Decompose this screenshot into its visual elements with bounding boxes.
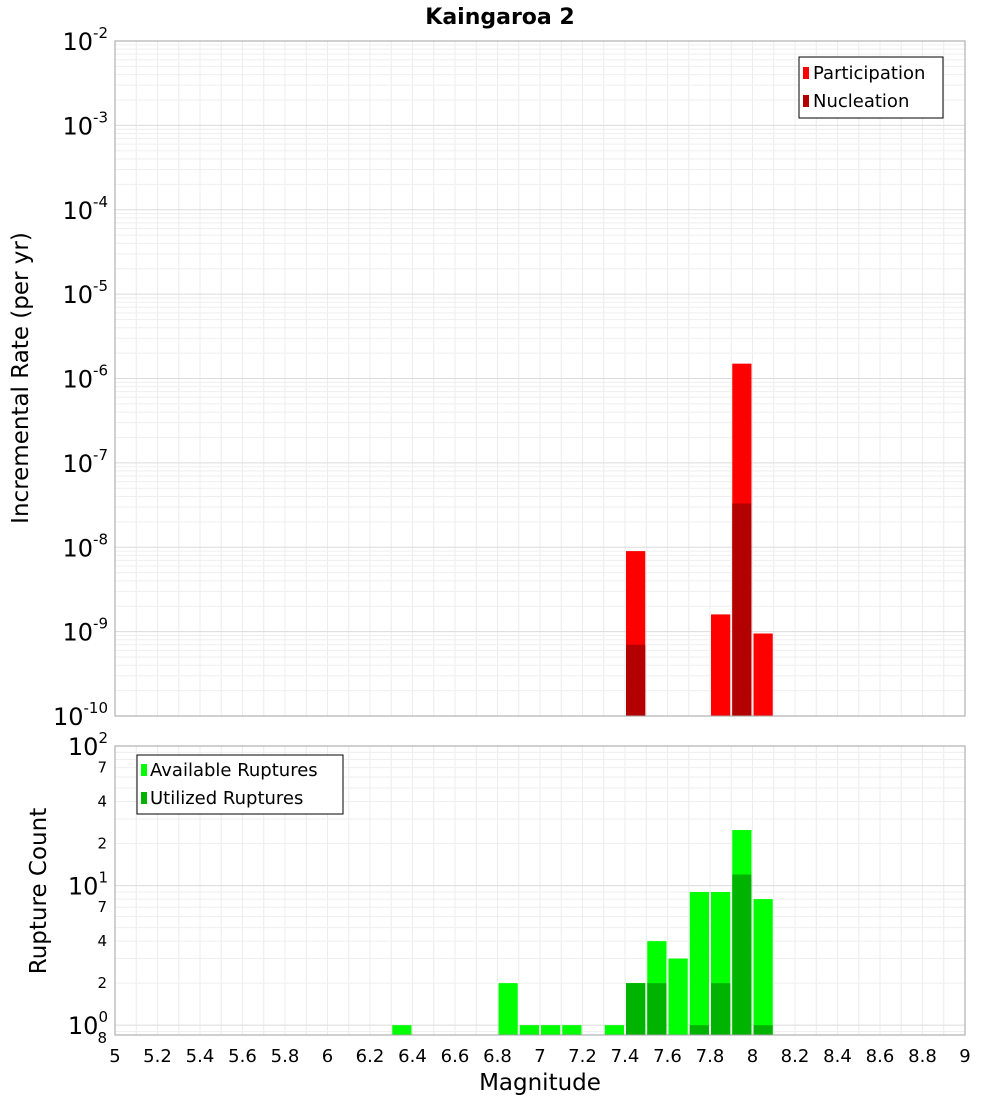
count-y-ticks: 100 101 102 8 2 4 7 2 4 7 — [68, 729, 108, 1047]
y-minor-tick-label: 2 — [97, 974, 107, 992]
y-tick-label: 10-5 — [62, 277, 108, 309]
bar-utilized-ruptures — [689, 1025, 709, 1035]
legend-swatch-nucleation — [803, 95, 809, 107]
bar-available-ruptures — [753, 899, 773, 1035]
bar-utilized-ruptures — [711, 983, 731, 1035]
count-legend-box — [136, 754, 344, 815]
x-tick-label: 5.2 — [143, 1046, 172, 1067]
y-tick-label: 10-9 — [62, 615, 108, 647]
count-legend: Available Ruptures Utilized Ruptures — [136, 754, 344, 815]
x-tick-label: 8.6 — [866, 1046, 895, 1067]
x-tick-label: 5.4 — [186, 1046, 215, 1067]
x-tick-label: 7 — [534, 1046, 545, 1067]
rate-legend-box — [798, 56, 944, 119]
x-tick-label: 5.8 — [271, 1046, 300, 1067]
y-tick-label: 10-3 — [62, 108, 108, 140]
x-tick-label: 6.8 — [483, 1046, 512, 1067]
chart-title: Kaingaroa 2 — [425, 5, 574, 30]
rate-bars — [626, 363, 773, 716]
y-tick-label: 101 — [68, 869, 108, 901]
rate-y-axis-label: Incremental Rate (per yr) — [8, 232, 34, 524]
y-tick-label: 102 — [68, 729, 108, 761]
bar-nucleation — [626, 644, 646, 716]
y-tick-label: 10-2 — [62, 24, 108, 56]
bar-available-ruptures — [541, 1025, 561, 1035]
legend-label-available: Available Ruptures — [150, 760, 318, 781]
count-plot-frame — [114, 745, 966, 1036]
legend-label-utilized: Utilized Ruptures — [150, 788, 303, 809]
bar-utilized-ruptures — [626, 983, 646, 1035]
x-tick-label: 6.6 — [441, 1046, 470, 1067]
legend-label-nucleation: Nucleation — [813, 91, 909, 112]
y-tick-label: 10-8 — [62, 530, 108, 562]
y-minor-tick-label: 4 — [97, 793, 107, 811]
count-panel: 100 101 102 8 2 4 7 2 4 7 5 5.2 5.4 5.6 5.8 6 6.2 6.4 6.6… — [26, 729, 971, 1096]
x-tick-label: 8.4 — [823, 1046, 852, 1067]
legend-label-participation: Participation — [813, 63, 925, 84]
y-minor-tick-label: 2 — [97, 835, 107, 853]
y-tick-label: 10-7 — [62, 446, 108, 478]
x-tick-label: 7.2 — [568, 1046, 597, 1067]
bar-available-ruptures — [668, 958, 688, 1035]
y-tick-label: 100 — [68, 1008, 108, 1040]
magnitude-x-ticks: 5 5.2 5.4 5.6 5.8 6 6.2 6.4 6.6 6.8 7 7.2 7.4 7.6 7.8 8… — [109, 1046, 970, 1067]
bar-utilized-ruptures — [753, 1025, 773, 1035]
y-tick-label: 10-10 — [53, 699, 108, 731]
legend-swatch-participation — [803, 67, 809, 79]
x-tick-label: 7.8 — [696, 1046, 725, 1067]
x-tick-label: 6 — [322, 1046, 333, 1067]
y-minor-tick-label: 8 — [97, 1029, 107, 1047]
x-tick-label: 8 — [747, 1046, 758, 1067]
x-tick-label: 9 — [959, 1046, 970, 1067]
y-tick-label: 10-6 — [62, 362, 108, 394]
x-tick-label: 5.6 — [228, 1046, 257, 1067]
legend-swatch-available — [141, 764, 147, 776]
y-minor-tick-label: 7 — [97, 759, 107, 777]
rate-panel: 10-10 10-9 10-8 10-7 10-6 10-5 10-4 10-3 10-2 In… — [8, 24, 966, 731]
x-tick-label: 6.4 — [398, 1046, 427, 1067]
y-minor-tick-label: 7 — [97, 898, 107, 916]
rate-y-ticks: 10-10 10-9 10-8 10-7 10-6 10-5 10-4 10-3 10-2 — [53, 24, 108, 731]
y-minor-tick-label: 4 — [97, 932, 107, 950]
rate-plot-frame — [114, 40, 966, 717]
count-y-axis-label: Rupture Count — [26, 808, 52, 974]
x-tick-label: 7.6 — [653, 1046, 682, 1067]
bar-available-ruptures — [562, 1025, 582, 1035]
x-axis-label: Magnitude — [479, 1070, 601, 1096]
rate-legend: Participation Nucleation — [798, 56, 944, 119]
bar-available-ruptures — [604, 1025, 624, 1035]
x-tick-label: 5 — [109, 1046, 120, 1067]
bar-available-ruptures — [519, 1025, 539, 1035]
bar-participation — [753, 633, 773, 716]
bar-nucleation — [732, 503, 752, 716]
count-bars — [392, 830, 773, 1035]
bar-available-ruptures — [392, 1025, 412, 1035]
x-tick-label: 8.2 — [781, 1046, 810, 1067]
bar-participation — [711, 614, 731, 716]
x-tick-label: 8.8 — [908, 1046, 937, 1067]
x-tick-label: 6.2 — [356, 1046, 385, 1067]
legend-swatch-utilized — [141, 792, 147, 804]
x-tick-label: 7.4 — [611, 1046, 640, 1067]
rate-grid — [114, 40, 966, 717]
bar-utilized-ruptures — [647, 983, 667, 1035]
bar-available-ruptures — [689, 891, 709, 1035]
bar-available-ruptures — [498, 983, 518, 1035]
y-tick-label: 10-4 — [62, 193, 108, 225]
bar-utilized-ruptures — [732, 874, 752, 1035]
